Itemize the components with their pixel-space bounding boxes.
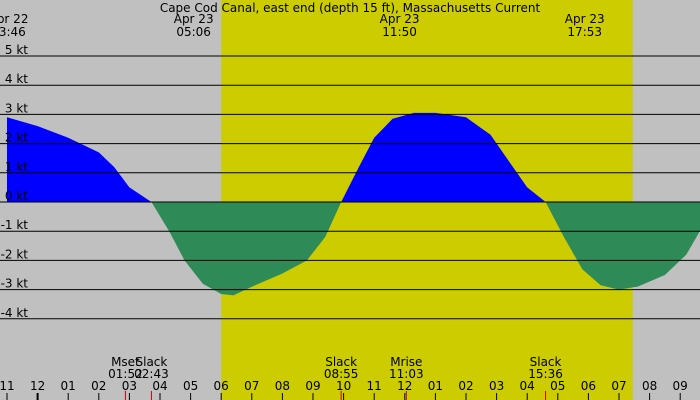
hour-tick-label: 12 [397, 379, 412, 393]
hour-tick-label: 11 [367, 379, 382, 393]
hour-tick-label: 09 [673, 379, 688, 393]
event-name: Mset [111, 355, 140, 369]
ebb-area-2 [151, 202, 342, 296]
y-tick-label: 4 kt [5, 72, 28, 86]
hour-tick-label: 05 [183, 379, 198, 393]
event-time: 01:52 [108, 367, 143, 381]
flood-area-1 [7, 117, 152, 202]
top-date-label: Apr 23 [565, 12, 605, 26]
top-date-label: Apr 22 [0, 12, 28, 26]
hour-tick-label: 12 [30, 379, 45, 393]
y-tick-label: 2 kt [5, 131, 28, 145]
event-name: Slack [325, 355, 357, 369]
hour-axis: 11 12 01 02 03 04 05 06 07 08 09 10 11 12 01 02 03 04 05 06… [0, 379, 688, 400]
event-time: 02:43 [134, 367, 169, 381]
hour-tick-label: 11 [0, 379, 15, 393]
hour-tick-label: 04 [520, 379, 535, 393]
event-time: 15:36 [528, 367, 563, 381]
hour-tick-label: 06 [581, 379, 596, 393]
hour-tick-label: 02 [91, 379, 106, 393]
event-name: Mrise [390, 355, 422, 369]
top-time-label: 17:53 [567, 25, 602, 39]
current-areas [7, 112, 700, 296]
hour-tick-label: 10 [336, 379, 351, 393]
hour-tick-label: 04 [152, 379, 167, 393]
event-time: 11:03 [389, 367, 424, 381]
hour-tick-label: 01 [428, 379, 443, 393]
flood-area-3 [341, 112, 546, 202]
hour-tick-label: 07 [244, 379, 259, 393]
hour-tick-label: 02 [458, 379, 473, 393]
y-tick-label: -4 kt [1, 306, 29, 320]
y-tick-label: 0 kt [5, 189, 28, 203]
hour-tick-label: 01 [61, 379, 76, 393]
y-tick-label: -3 kt [1, 277, 29, 291]
top-time-label: 05:06 [176, 25, 211, 39]
y-tick-label: 5 kt [5, 43, 28, 57]
top-date-label: Apr 23 [174, 12, 214, 26]
hour-tick-label: 08 [642, 379, 657, 393]
top-date-label: Apr 23 [380, 12, 420, 26]
hour-tick-label: 08 [275, 379, 290, 393]
hour-tick-label: 09 [305, 379, 320, 393]
top-time-label: 11:50 [382, 25, 417, 39]
y-tick-label: 1 kt [5, 160, 28, 174]
event-name: Slack [136, 355, 168, 369]
hour-tick-label: 06 [214, 379, 229, 393]
event-name: Slack [530, 355, 562, 369]
hour-tick-label: 07 [611, 379, 626, 393]
chart-title: Cape Cod Canal, east end (depth 15 ft), … [160, 1, 541, 15]
gridlines [0, 55, 700, 320]
hour-tick-label: 03 [489, 379, 504, 393]
event-time: 08:55 [324, 367, 359, 381]
event-labels: Mset01:52Slack02:43Slack08:55Mrise11:03S… [108, 355, 563, 400]
hour-tick-label: 03 [122, 379, 137, 393]
hour-tick-label: 05 [550, 379, 565, 393]
y-tick-label: -1 kt [1, 218, 29, 232]
y-tick-label: -2 kt [1, 247, 29, 261]
top-time-label: 23:46 [0, 25, 26, 39]
y-axis-labels: 5 kt 4 kt 3 kt 2 kt 1 kt 0 kt -1 kt -2 kt -3 kt -… [1, 43, 29, 320]
ebb-area-4 [545, 202, 700, 290]
y-tick-label: 3 kt [5, 101, 28, 115]
